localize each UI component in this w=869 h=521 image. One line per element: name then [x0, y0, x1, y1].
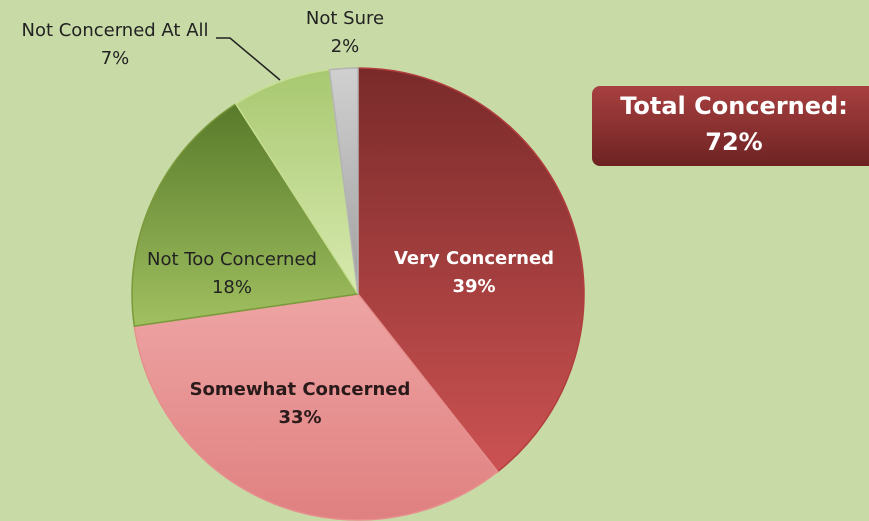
pie-slice	[131, 102, 360, 328]
annotation-box: Total Concerned: 72%	[592, 86, 869, 166]
pie-slice	[234, 68, 359, 295]
annotation-text: Total Concerned:	[620, 92, 848, 120]
annotation-background	[592, 86, 869, 166]
slice-label: Not Sure	[306, 8, 384, 29]
slice-label: Very Concerned	[394, 248, 554, 269]
pie	[131, 67, 585, 521]
pie-slice	[328, 67, 359, 295]
slice-label: Somewhat Concerned	[190, 379, 411, 400]
slice-label: Not Concerned At All	[21, 20, 208, 41]
slice-value-label: 18%	[212, 277, 252, 298]
pie-slice	[133, 293, 499, 521]
leader-line	[216, 37, 281, 81]
slice-label: Not Too Concerned	[147, 249, 317, 270]
slice-value-label: 7%	[101, 48, 130, 69]
slice-value-label: 39%	[452, 276, 495, 297]
slice-value-label: 33%	[278, 407, 321, 428]
annotation-value: 72%	[705, 128, 762, 156]
slice-value-label: 2%	[331, 36, 360, 57]
pie-slice	[357, 67, 585, 473]
